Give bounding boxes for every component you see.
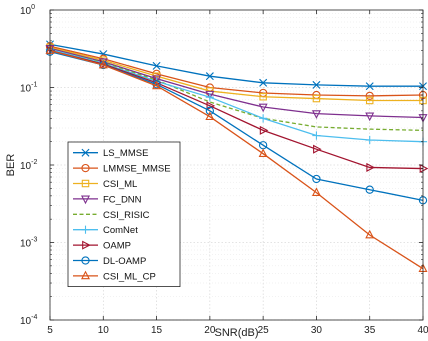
series-csi-risic bbox=[49, 48, 424, 131]
data-point-oamp bbox=[419, 164, 428, 174]
legend-item-csi-risic: CSI_RISIC bbox=[73, 210, 150, 221]
data-point-fc-dnn bbox=[258, 103, 268, 113]
legend-marker-oamp bbox=[82, 240, 91, 250]
series-line-ls-mmse bbox=[49, 43, 423, 87]
y-tick-exponent: 0 bbox=[31, 4, 35, 11]
series-line-csi-ml-cp bbox=[49, 49, 424, 270]
data-point-csi-ml-cp bbox=[98, 59, 108, 69]
y-tick-exponent: -2 bbox=[31, 159, 37, 166]
data-point-oamp bbox=[366, 162, 376, 172]
legend-marker-csi-ml-cp bbox=[80, 270, 91, 280]
y-tick-exponent: -4 bbox=[31, 314, 37, 321]
data-point-ls-mmse bbox=[152, 61, 161, 70]
data-point-csi-ml-cp bbox=[258, 148, 268, 158]
data-point-csi-ml-cp bbox=[365, 229, 375, 239]
x-tick-label: 15 bbox=[151, 325, 163, 336]
legend-label-csi-risic: CSI_RISIC bbox=[103, 210, 150, 221]
legend-label-csi-ml-cp: CSI_ML_CP bbox=[103, 271, 156, 282]
legend-label-dl-oamp: DL-OAMP bbox=[103, 256, 146, 267]
data-point-ls-mmse bbox=[365, 82, 374, 91]
legend-item-fc-dnn: FC_DNN bbox=[73, 194, 142, 205]
x-tick-label: 20 bbox=[204, 325, 216, 336]
legend-marker-csi-ml bbox=[81, 179, 90, 188]
legend-item-dl-oamp: DL-OAMP bbox=[73, 256, 146, 267]
data-point-oamp bbox=[313, 144, 322, 154]
x-tick-label: 25 bbox=[258, 325, 270, 336]
y-axis-label: BER bbox=[5, 154, 17, 177]
legend-item-ls-mmse: LS_MMSE bbox=[73, 148, 148, 159]
legend-label-oamp: OAMP bbox=[103, 241, 131, 252]
data-point-comnet bbox=[259, 114, 268, 123]
data-point-csi-ml-cp bbox=[311, 187, 321, 196]
data-point-comnet bbox=[365, 135, 374, 145]
legend-label-comnet: ComNet bbox=[103, 225, 138, 236]
data-point-fc-dnn bbox=[205, 90, 215, 100]
x-tick-label: 10 bbox=[98, 325, 110, 336]
x-tick-label: 40 bbox=[417, 325, 428, 336]
legend-marker-lmmse-mmse bbox=[81, 163, 90, 173]
data-point-oamp bbox=[259, 125, 269, 135]
x-axis-label: SNR(dB) bbox=[214, 327, 258, 339]
series-line-csi-ml bbox=[49, 46, 423, 102]
legend-label-lmmse-mmse: LMMSE_MMSE bbox=[103, 164, 171, 175]
legend-marker-dl-oamp bbox=[81, 256, 90, 265]
series-line-comnet bbox=[49, 48, 424, 143]
legend-marker-ls-mmse bbox=[81, 148, 90, 157]
data-point-dl-oamp bbox=[365, 185, 374, 194]
data-point-ls-mmse bbox=[259, 78, 268, 87]
legend-label-fc-dnn: FC_DNN bbox=[103, 194, 142, 205]
data-point-ls-mmse bbox=[312, 80, 321, 89]
data-point-csi-ml-cp bbox=[152, 80, 162, 90]
data-point-comnet bbox=[312, 131, 321, 140]
legend-item-csi-ml: CSI_ML bbox=[73, 179, 137, 190]
x-tick-label: 35 bbox=[364, 325, 376, 336]
legend-marker-comnet bbox=[81, 225, 90, 234]
data-point-lmmse-mmse bbox=[365, 91, 374, 101]
x-tick-label: 30 bbox=[311, 325, 323, 336]
legend-item-lmmse-mmse: LMMSE_MMSE bbox=[73, 164, 171, 175]
data-point-fc-dnn bbox=[311, 110, 321, 119]
data-point-comnet bbox=[205, 93, 214, 102]
legend-item-oamp: OAMP bbox=[73, 240, 131, 252]
legend: LS_MMSE LMMSE_MMSE CSI_ML FC_DNN CSI_RISIC Co… bbox=[67, 141, 181, 288]
legend-label-csi-ml: CSI_ML bbox=[103, 179, 137, 190]
data-point-csi-ml-cp bbox=[205, 111, 215, 121]
data-point-dl-oamp bbox=[205, 106, 215, 115]
series-line-oamp bbox=[49, 49, 424, 170]
data-point-csi-ml bbox=[259, 92, 267, 101]
series-csi-ml-cp bbox=[45, 45, 428, 272]
x-tick-label: 5 bbox=[47, 325, 53, 336]
legend-item-csi-ml-cp: CSI_ML_CP bbox=[73, 270, 156, 282]
series-line-fc-dnn bbox=[49, 47, 424, 119]
y-tick-exponent: -1 bbox=[31, 82, 37, 89]
y-tick-exponent: -3 bbox=[31, 237, 37, 244]
series-layer bbox=[45, 40, 428, 272]
series-line-lmmse-mmse bbox=[49, 45, 424, 97]
data-point-dl-oamp bbox=[312, 174, 321, 184]
data-point-csi-ml bbox=[365, 96, 374, 105]
legend-item-comnet: ComNet bbox=[73, 225, 138, 236]
series-line-csi-risic bbox=[49, 48, 424, 131]
data-point-fc-dnn bbox=[365, 112, 375, 122]
legend-label-ls-mmse: LS_MMSE bbox=[103, 148, 148, 159]
legend-marker-fc-dnn bbox=[80, 195, 91, 205]
data-point-csi-ml bbox=[312, 94, 321, 103]
data-point-ls-mmse bbox=[205, 72, 214, 81]
